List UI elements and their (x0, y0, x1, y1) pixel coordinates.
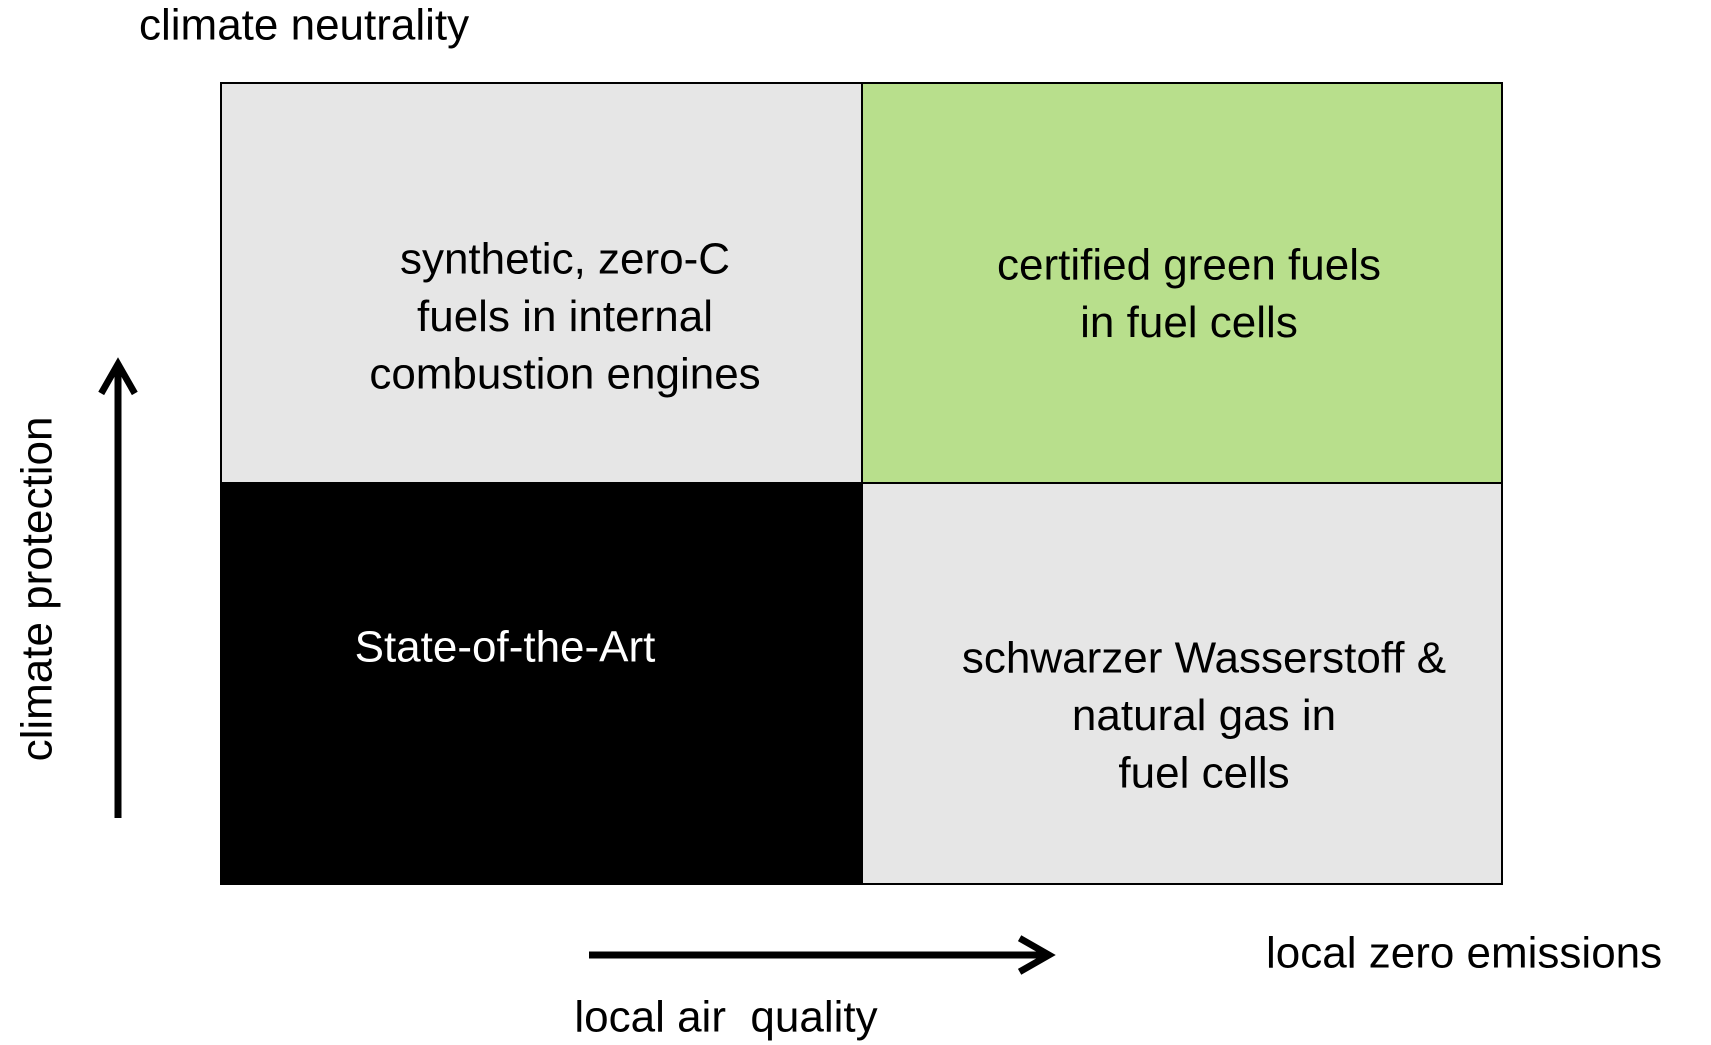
quadrant-top-left (221, 83, 862, 483)
quadrant-label: natural gas in (1072, 691, 1336, 740)
quadrant-label: fuels in internal (417, 292, 713, 341)
quadrant-label: certified green fuels (997, 241, 1381, 290)
axis-label: local zero emissions (1266, 929, 1662, 978)
axis-label: climate neutrality (139, 1, 469, 50)
axis-label: climate protection (13, 417, 62, 762)
quadrant-label: synthetic, zero-C (400, 235, 730, 284)
axis-label: local air quality (574, 993, 877, 1042)
quadrant-label: fuel cells (1118, 749, 1289, 798)
quadrant-label: schwarzer Wasserstoff & (962, 634, 1446, 683)
quadrant-label: in fuel cells (1080, 298, 1298, 347)
quadrant-bottom-left (221, 483, 862, 884)
quadrant-top-right (862, 83, 1502, 483)
quadrant-label: combustion engines (369, 350, 760, 399)
quadrant-bottom-right (862, 483, 1502, 884)
quadrant-label: State-of-the-Art (355, 623, 656, 672)
